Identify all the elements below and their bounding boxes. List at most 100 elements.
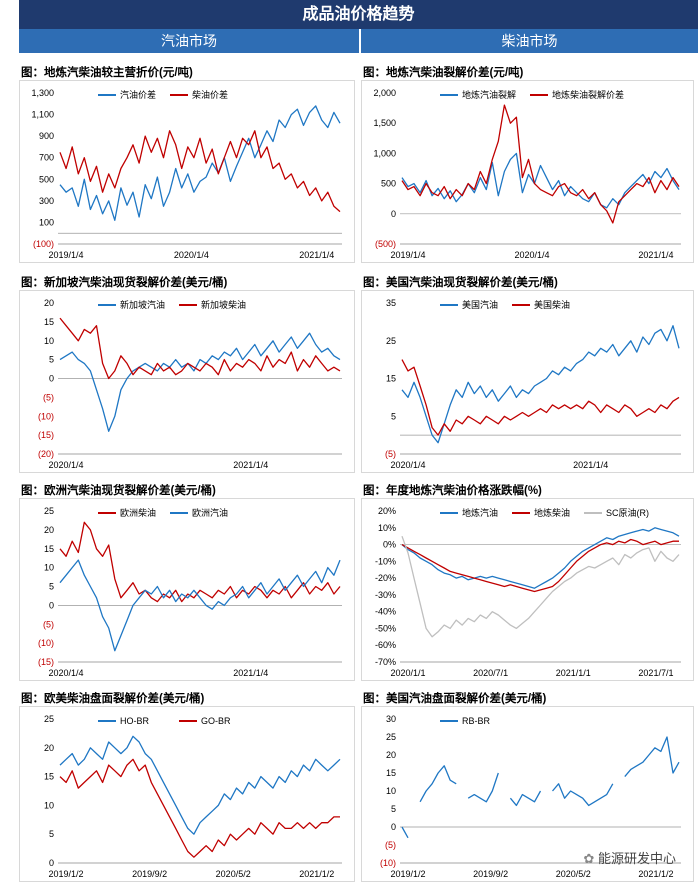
y-tick-label: 25 [386, 336, 396, 346]
y-tick-label: 1,000 [373, 148, 396, 158]
y-tick-label: 15 [44, 544, 54, 554]
chart-title: 图：美国汽柴油现货裂解价差(美元/桶) [363, 277, 558, 289]
y-tick-label: 5 [49, 582, 54, 592]
y-tick-label: 700 [39, 153, 54, 163]
y-tick-label: (100) [33, 239, 54, 249]
chart-area: -70% -60% -50% -40% -30% -20% -10% 0% 10% 20% 2020… [361, 498, 694, 681]
chart-title: 图：美国汽油盘面裂解价差(美元/桶) [363, 693, 547, 705]
legend-label: 地炼柴油裂解价差 [552, 89, 624, 100]
y-tick-label: 10 [44, 800, 54, 810]
chart-svg: (500) 0 500 1,000 1,500 2,000 2019/1/4 2020/1/4… [373, 88, 681, 260]
y-tick-label: 5 [49, 829, 54, 839]
y-tick-label: 15 [386, 374, 396, 384]
y-tick-label: 10 [44, 563, 54, 573]
watermark-text: ✿ 能源研发中心 [583, 851, 676, 866]
x-tick-label: 2021/1/2 [299, 869, 334, 879]
series-line-1 [59, 559, 341, 652]
series-line-0 [59, 332, 341, 432]
series-line-0 [401, 527, 680, 589]
y-tick-label: 500 [39, 174, 54, 184]
series-line-1 [401, 104, 680, 224]
x-tick-label: 2021/1/4 [233, 460, 268, 470]
y-tick-label: (15) [38, 657, 54, 667]
section-diesel: 柴油市场 [361, 29, 698, 53]
y-tick-label: 1,100 [31, 110, 54, 120]
y-tick-label: (10) [380, 858, 396, 868]
series-line-2 [401, 535, 680, 638]
series-line-1 [401, 538, 679, 593]
x-tick-label: 2020/1/4 [174, 250, 209, 260]
legend-label: 美国柴油 [534, 299, 570, 310]
chart-svg: (20) (15) (10) (5) 0 5 10 15 20 2020/1/4 2021/1/4 新… [38, 298, 342, 470]
y-tick-label: 20 [44, 743, 54, 753]
chart-area: (500) 0 500 1,000 1,500 2,000 2019/1/4 2020/1/4… [361, 80, 694, 263]
series-line-1 [59, 130, 341, 213]
y-tick-label: -30% [375, 590, 396, 600]
y-tick-label: 0 [49, 858, 54, 868]
x-tick-label: 2020/5/2 [216, 869, 251, 879]
y-tick-label: 5 [391, 411, 396, 421]
y-tick-label: 0 [391, 822, 396, 832]
x-tick-label: 2021/7/1 [638, 668, 673, 678]
legend-label: 新加坡柴油 [201, 299, 246, 310]
y-tick-label: 10 [386, 786, 396, 796]
x-tick-label: 2020/1/4 [514, 250, 549, 260]
chart-svg: 0 5 10 15 20 25 2019/1/2 2019/9/2 2020/5/2 2021/1… [44, 714, 342, 879]
x-tick-label: 2020/1/4 [390, 460, 425, 470]
chart-svg: (15) (10) (5) 0 5 10 15 20 25 2020/1/4 2021/1/4 欧洲柴… [38, 506, 342, 678]
y-tick-label: 900 [39, 131, 54, 141]
y-tick-label: (5) [43, 619, 54, 629]
y-tick-label: 20 [44, 298, 54, 308]
y-tick-label: -40% [375, 607, 396, 617]
legend-label: 欧洲柴油 [120, 507, 156, 518]
y-tick-label: 25 [44, 506, 54, 516]
chart-panel-c6: 图：年度地炼汽柴油价格涨跌幅(%) -70% -60% -50% -40% -30% -20… [361, 478, 698, 683]
chart-title: 图：欧洲汽柴油现货裂解价差(美元/桶) [21, 485, 216, 497]
x-tick-label: 2021/1/4 [299, 250, 334, 260]
chart-svg: (10) (5) 0 5 10 15 20 25 30 2019/1/2 2019/9/2 2020/… [380, 714, 681, 879]
series-line-0 [401, 736, 680, 839]
y-tick-label: 0 [49, 374, 54, 384]
series-line-1 [59, 758, 340, 858]
y-tick-label: 0 [391, 209, 396, 219]
y-tick-label: 0% [383, 540, 396, 550]
chart-panel-c5: 图：欧洲汽柴油现货裂解价差(美元/桶) (15) (10) (5) 0 5 10 15 20 25… [19, 478, 359, 683]
y-tick-label: 15 [44, 317, 54, 327]
series-line-0 [401, 152, 680, 209]
chart-svg: (5) 5 15 25 35 2020/1/4 2021/1/4 美国汽油 美国柴油 [385, 298, 681, 470]
chart-panel-c3: 图：新加坡汽柴油现货裂解价差(美元/桶) (20) (15) (10) (5) 0 5 10 1… [19, 270, 359, 475]
legend-label: SC原油(R) [606, 507, 649, 518]
y-tick-label: (10) [38, 411, 54, 421]
x-tick-label: 2021/1/2 [638, 869, 673, 879]
x-tick-label: 2019/9/2 [132, 869, 167, 879]
legend-label: HO-BR [120, 716, 150, 726]
chart-title: 图：新加坡汽柴油现货裂解价差(美元/桶) [21, 277, 228, 289]
y-tick-label: (5) [43, 392, 54, 402]
chart-svg: (100) 100 300 500 700 900 1,100 1,300 2019/1/4 20… [31, 88, 342, 260]
series-line-0 [59, 521, 341, 603]
y-tick-label: 5 [391, 804, 396, 814]
legend-label: 柴油价差 [192, 89, 228, 100]
x-tick-label: 2021/1/4 [638, 250, 673, 260]
x-tick-label: 2019/1/2 [390, 869, 425, 879]
legend-label: 欧洲汽油 [192, 507, 228, 518]
y-tick-label: 1,500 [373, 118, 396, 128]
y-tick-label: (5) [385, 449, 396, 459]
x-tick-label: 2021/1/1 [556, 668, 591, 678]
series-line-1 [401, 359, 680, 436]
chart-title: 图：年度地炼汽柴油价格涨跌幅(%) [363, 485, 542, 497]
chart-title: 图：欧美柴油盘面裂解价差(美元/桶) [21, 693, 205, 705]
chart-title: 图：地炼汽柴油较主营折价(元/吨) [21, 67, 193, 79]
chart-svg: -70% -60% -50% -40% -30% -20% -10% 0% 10% 20% 2020… [375, 506, 681, 678]
y-tick-label: (20) [38, 449, 54, 459]
x-tick-label: 2020/1/1 [390, 668, 425, 678]
chart-area: (10) (5) 0 5 10 15 20 25 30 2019/1/2 2019/9/2 2020/… [361, 706, 694, 882]
legend-label: 地炼柴油 [534, 507, 570, 518]
y-tick-label: 35 [386, 298, 396, 308]
y-tick-label: (5) [385, 840, 396, 850]
y-tick-label: 300 [39, 196, 54, 206]
section-gasoline: 汽油市场 [19, 29, 359, 53]
y-tick-label: -20% [375, 573, 396, 583]
page-banner: 成品油价格趋势 [19, 0, 698, 29]
x-tick-label: 2019/1/4 [48, 250, 83, 260]
